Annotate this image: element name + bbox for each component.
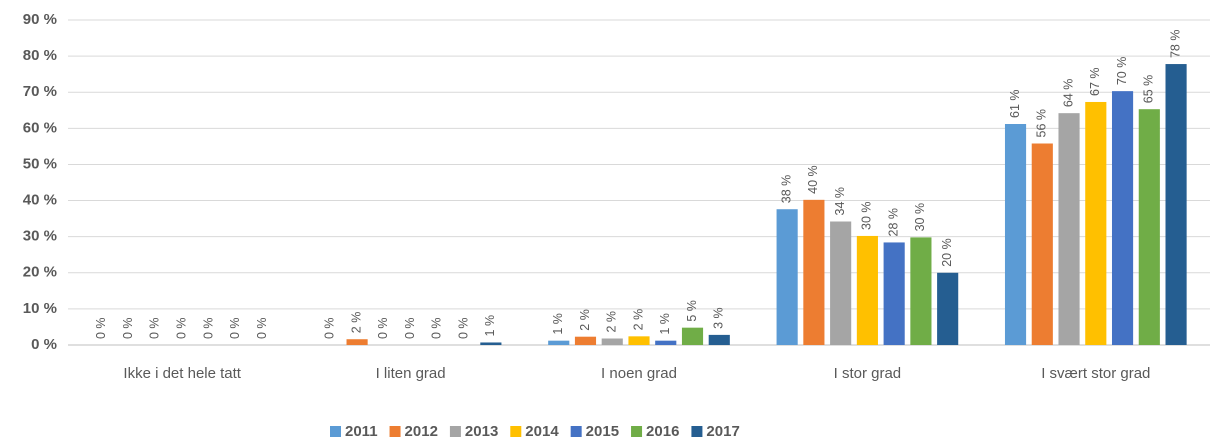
bar <box>346 339 368 345</box>
data-label: 38 % <box>779 175 793 204</box>
data-label: 5 % <box>685 300 699 322</box>
data-label: 78 % <box>1168 30 1182 59</box>
legend-label: 2013 <box>465 423 498 440</box>
legend-label: 2016 <box>646 423 679 440</box>
legend-label: 2017 <box>706 423 739 440</box>
data-label: 0 % <box>228 317 242 339</box>
data-label: 34 % <box>833 187 847 216</box>
y-tick-label: 0 % <box>31 336 57 353</box>
x-tick-label: I svært stor grad <box>1041 365 1150 382</box>
data-label: 61 % <box>1008 90 1022 119</box>
data-label: 1 % <box>658 313 672 335</box>
y-tick-label: 70 % <box>23 83 57 100</box>
bar <box>655 340 677 345</box>
data-label: 1 % <box>483 315 497 337</box>
bar <box>681 327 704 345</box>
legend-swatch <box>389 426 401 437</box>
y-tick-label: 60 % <box>23 119 57 136</box>
data-label: 65 % <box>1142 75 1156 104</box>
data-label: 20 % <box>940 238 954 267</box>
y-tick-label: 90 % <box>23 11 57 28</box>
data-label: 64 % <box>1061 79 1075 108</box>
bar <box>776 209 798 345</box>
bar <box>1004 124 1027 345</box>
legend-swatch <box>691 426 703 437</box>
data-label: 30 % <box>913 203 927 232</box>
data-label: 40 % <box>806 165 820 194</box>
bar <box>1058 113 1080 346</box>
data-label: 2 % <box>349 312 363 334</box>
y-tick-label: 20 % <box>23 264 57 281</box>
legend-label: 2014 <box>525 423 559 440</box>
bar <box>830 221 852 345</box>
bar <box>1085 101 1107 345</box>
legend-swatch <box>330 426 341 437</box>
data-label: 0 % <box>121 317 135 339</box>
x-tick-label: I noen grad <box>601 365 677 382</box>
data-label: 3 % <box>712 307 726 329</box>
data-label: 67 % <box>1088 67 1102 96</box>
data-label: 0 % <box>456 317 470 339</box>
y-tick-label: 30 % <box>23 228 57 245</box>
x-tick-label: I stor grad <box>834 365 902 382</box>
y-tick-label: 80 % <box>23 47 57 64</box>
bar <box>708 334 730 345</box>
y-tick-label: 50 % <box>23 155 57 172</box>
data-label: 0 % <box>174 317 188 339</box>
data-label: 56 % <box>1035 109 1049 138</box>
bar <box>883 242 905 345</box>
legend-label: 2015 <box>586 423 619 440</box>
bar <box>910 237 932 345</box>
y-tick-label: 40 % <box>23 192 57 209</box>
bar <box>856 235 878 345</box>
bar <box>1111 91 1134 345</box>
data-label: 0 % <box>201 317 215 339</box>
legend-swatch <box>570 426 582 437</box>
data-label: 0 % <box>323 317 337 339</box>
bar <box>548 340 570 345</box>
bar <box>803 199 825 345</box>
legend-swatch <box>449 426 461 437</box>
bar <box>1031 143 1053 345</box>
data-label: 0 % <box>403 317 417 339</box>
bar <box>937 272 959 345</box>
data-label: 0 % <box>430 317 444 339</box>
data-label: 2 % <box>578 309 592 331</box>
data-label: 0 % <box>148 317 162 339</box>
legend-label: 2012 <box>405 423 438 440</box>
data-label: 0 % <box>255 317 269 339</box>
bar <box>1138 109 1160 345</box>
data-label: 0 % <box>94 317 108 339</box>
legend-label: 2011 <box>345 423 378 440</box>
data-label: 0 % <box>376 317 390 339</box>
bar <box>574 336 597 345</box>
y-tick-label: 10 % <box>23 300 57 317</box>
data-label: 28 % <box>886 208 900 237</box>
bar <box>1165 64 1187 346</box>
data-label: 30 % <box>860 201 874 230</box>
data-label: 2 % <box>605 311 619 333</box>
data-label: 1 % <box>551 313 565 335</box>
data-label: 2 % <box>631 309 645 331</box>
bar <box>628 336 650 345</box>
x-tick-label: I liten grad <box>376 365 446 382</box>
bar <box>480 342 502 345</box>
data-label: 70 % <box>1115 57 1129 86</box>
bar <box>601 338 623 345</box>
legend-swatch <box>510 426 522 437</box>
legend-swatch <box>631 426 643 437</box>
x-tick-label: Ikke i det hele tatt <box>123 365 241 382</box>
